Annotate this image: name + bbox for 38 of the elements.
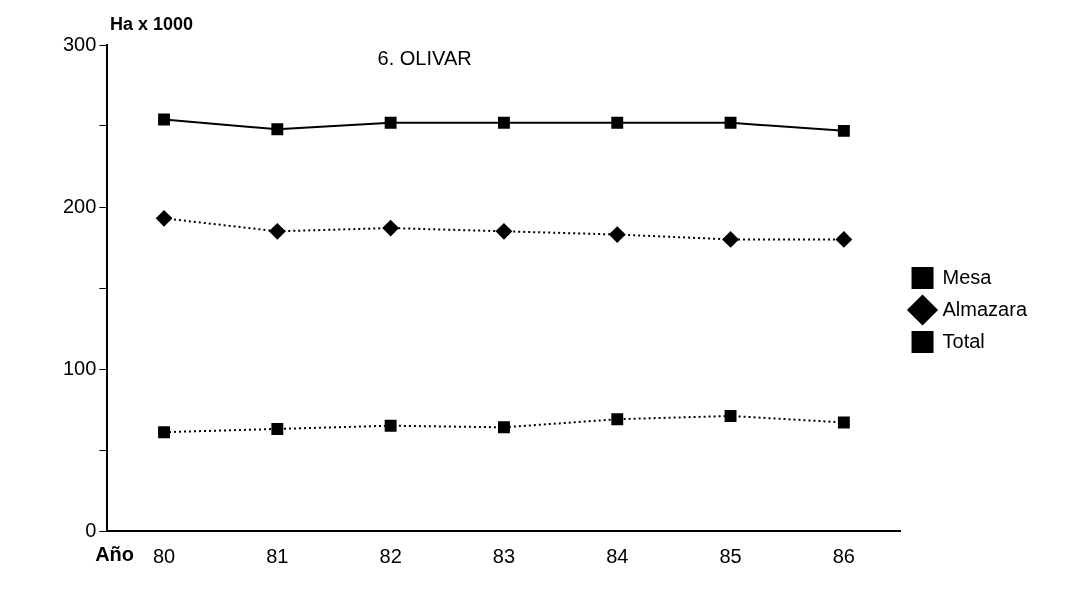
- point: [382, 220, 399, 237]
- chart-title: 6. OLIVAR: [377, 47, 472, 69]
- point: [158, 113, 170, 126]
- legend-label: Total: [942, 329, 985, 352]
- point: [837, 124, 850, 137]
- y-tick-label: 200: [62, 194, 97, 217]
- point: [384, 116, 397, 129]
- point: [837, 416, 850, 429]
- point: [271, 123, 284, 136]
- legend-label: Mesa: [942, 265, 993, 288]
- point: [724, 410, 737, 422]
- point: [722, 231, 739, 248]
- point: [611, 413, 624, 426]
- x-tick-label: 84: [606, 544, 629, 567]
- x-tick-label: 83: [492, 544, 516, 567]
- point: [498, 421, 510, 434]
- x-axis-title: Año: [95, 542, 135, 565]
- x-tick-label: 82: [379, 544, 402, 567]
- point: [609, 226, 626, 243]
- point: [384, 419, 397, 432]
- x-tick-label: 85: [719, 544, 742, 567]
- point: [724, 116, 737, 129]
- point: [611, 116, 624, 129]
- point: [269, 223, 286, 240]
- y-tick-label: 0: [85, 518, 97, 541]
- point: [158, 426, 170, 439]
- point: [835, 231, 852, 248]
- point: [495, 223, 512, 240]
- x-tick-label: 86: [832, 544, 855, 567]
- y-tick-label: 100: [62, 356, 97, 379]
- point: [498, 116, 510, 129]
- point: [271, 422, 284, 435]
- legend-label: Almazara: [942, 297, 1028, 320]
- point: [156, 210, 173, 227]
- x-tick-label: 81: [266, 544, 289, 567]
- x-tick-label: 80: [152, 544, 176, 567]
- y-axis-title: Ha x 1000: [110, 14, 194, 34]
- y-tick-label: 300: [62, 32, 97, 55]
